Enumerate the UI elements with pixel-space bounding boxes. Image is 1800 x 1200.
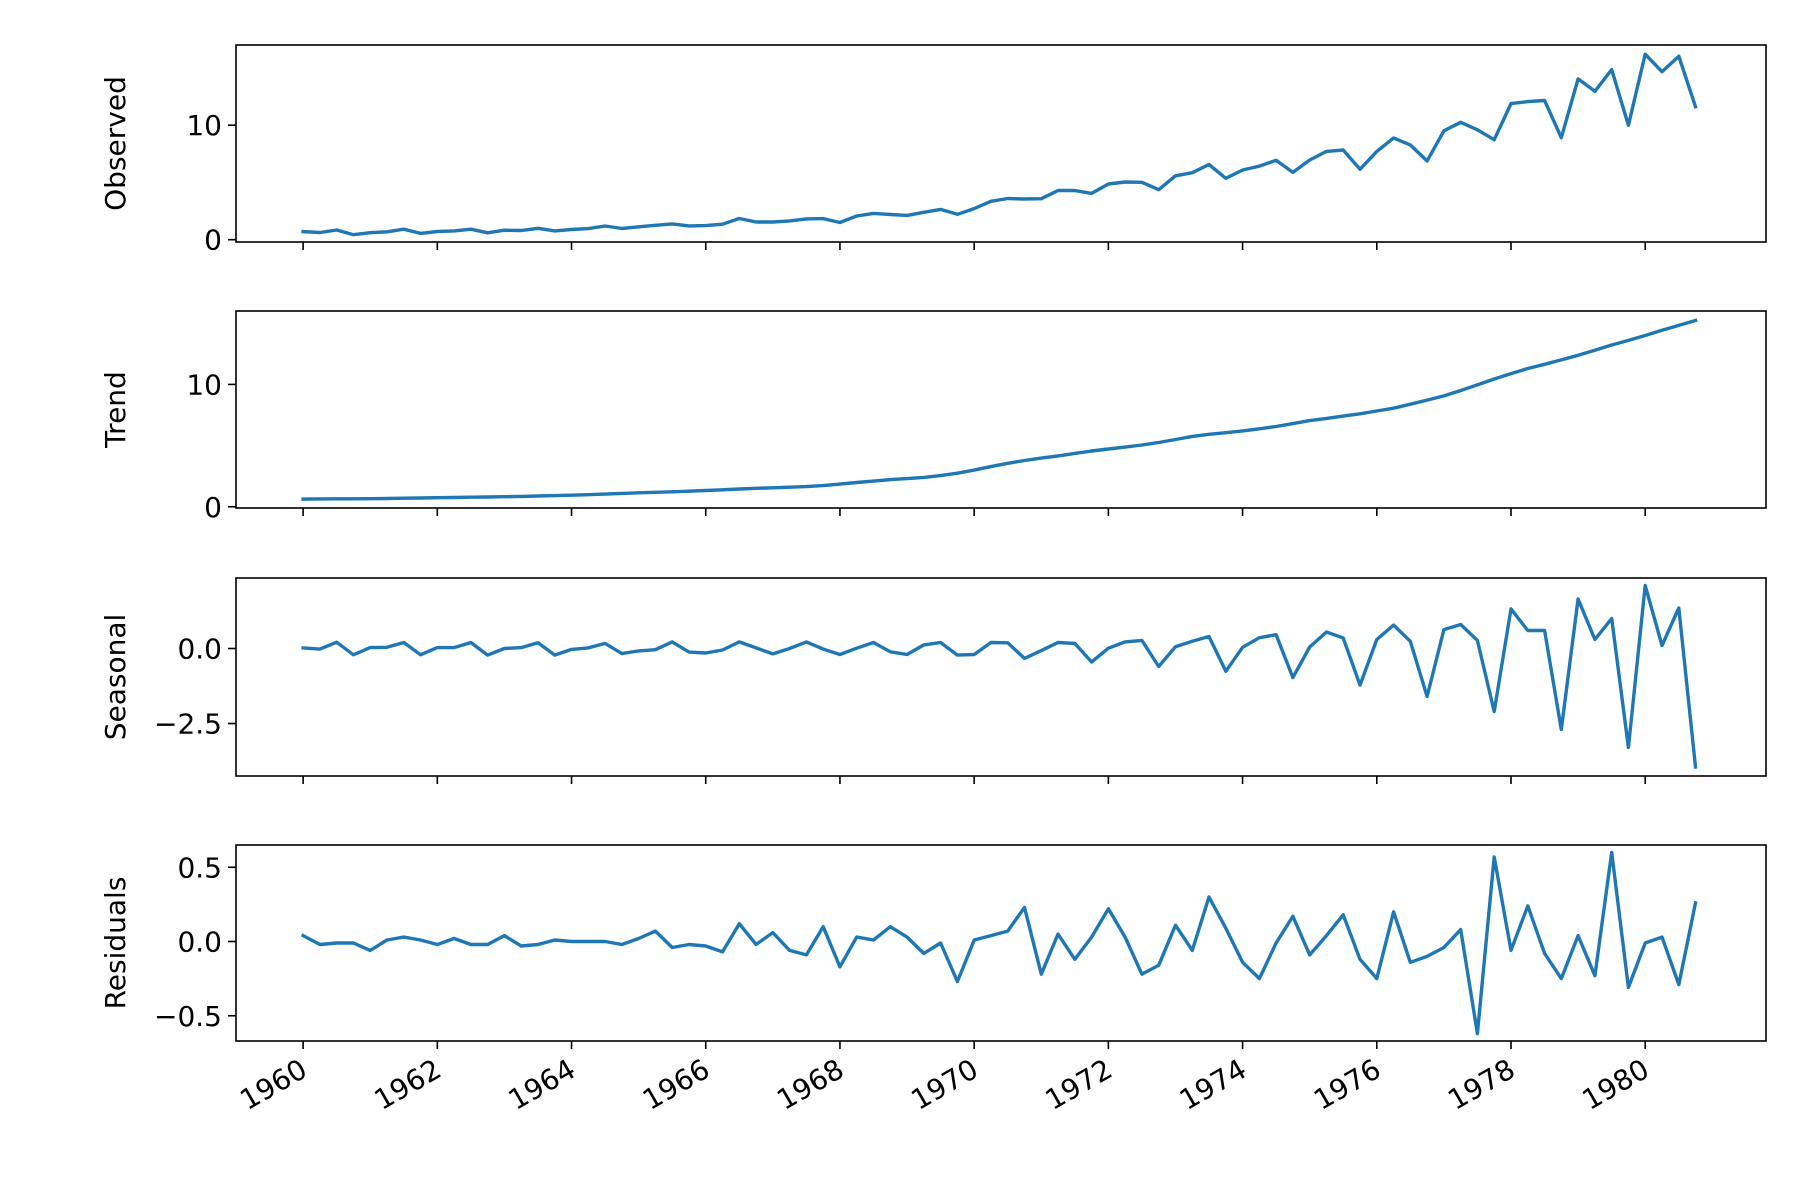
panels-group: 0 10 Observed 0 10 Trend 0.0 −2.5 Seasonal 0.5 0.0… (99, 44, 1767, 1049)
x-tick-label: 1960 (234, 1052, 312, 1116)
residuals-ytick-label: −0.5 (154, 1000, 222, 1033)
seasonal-axes-frame (235, 577, 1767, 777)
residuals-ytick-label: 0.0 (177, 926, 222, 959)
x-tick-label: 1972 (1040, 1052, 1118, 1116)
seasonal-series-line (301, 583, 1698, 769)
observed-series-line (301, 52, 1698, 237)
residuals-series-line (300, 850, 1698, 1036)
x-tick-label: 1962 (369, 1052, 447, 1116)
observed-axes-frame (235, 44, 1767, 243)
observed-ytick-label: 0 (204, 224, 222, 257)
x-tick-label: 1976 (1308, 1052, 1386, 1116)
panel-observed: 0 10 Observed (99, 44, 1767, 257)
trend-ylabel: Trend (99, 371, 132, 449)
x-tick-label: 1980 (1576, 1052, 1654, 1116)
x-tick-label: 1978 (1442, 1052, 1520, 1116)
seasonal-ytick-label: −2.5 (154, 708, 222, 741)
residuals-axes-frame (235, 844, 1767, 1042)
x-tick-label: 1974 (1174, 1052, 1252, 1116)
trend-axes-frame (235, 310, 1767, 509)
trend-series-line (301, 318, 1698, 501)
observed-ylabel: Observed (99, 76, 132, 211)
x-tick-label: 1970 (905, 1052, 983, 1116)
residuals-ylabel: Residuals (99, 877, 132, 1010)
panel-trend: 0 10 Trend (99, 310, 1767, 524)
seasonal-ylabel: Seasonal (99, 614, 132, 741)
observed-ytick-label: 10 (186, 109, 222, 142)
seasonal-ytick-label: 0.0 (177, 633, 222, 666)
x-tick-label: 1966 (637, 1052, 715, 1116)
panel-seasonal: 0.0 −2.5 Seasonal (99, 577, 1767, 784)
x-axis-labels: 1960 1962 1964 1966 1968 1970 1972 1974 1976 1978… (234, 1052, 1654, 1116)
x-tick-label: 1964 (503, 1052, 581, 1116)
residuals-ytick-label: 0.5 (177, 851, 222, 884)
x-tick-label: 1968 (771, 1052, 849, 1116)
trend-ytick-label: 0 (204, 491, 222, 524)
trend-ytick-label: 10 (186, 368, 222, 401)
panel-residuals: 0.5 0.0 −0.5 Residuals (99, 844, 1767, 1049)
